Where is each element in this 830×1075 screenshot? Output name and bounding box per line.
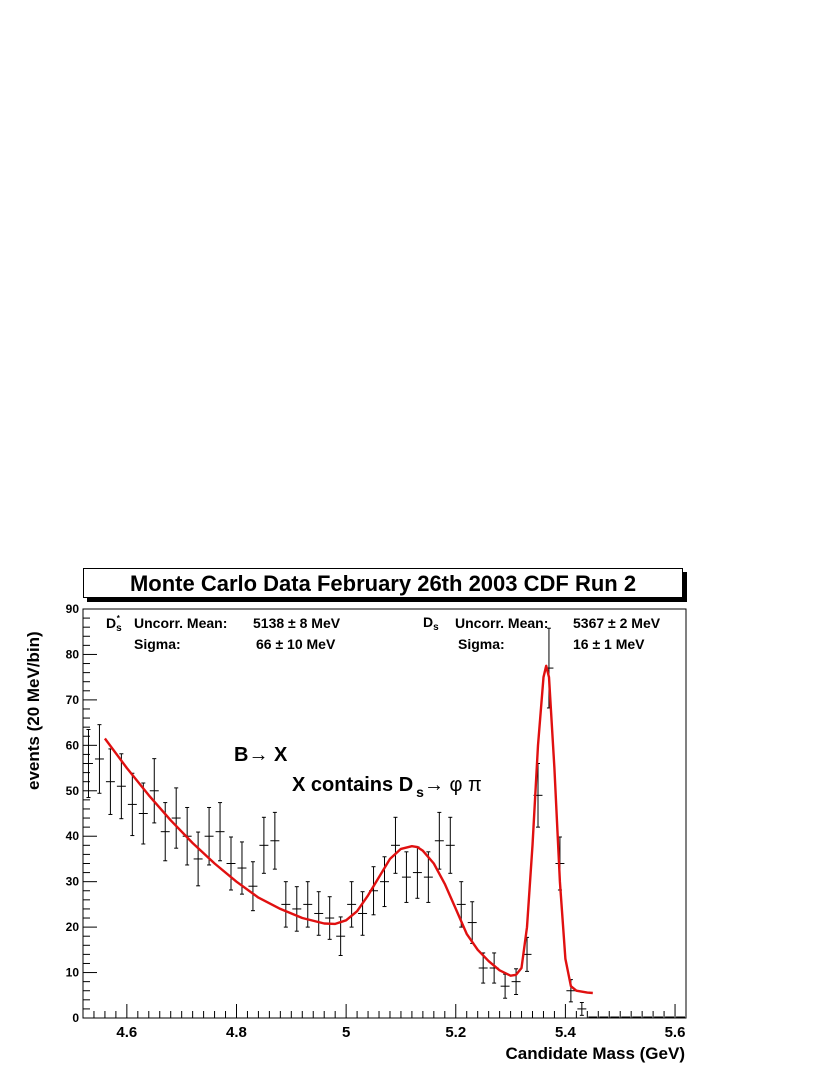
x-tick-label: 4.8 bbox=[226, 1024, 247, 1041]
y-tick-label: 20 bbox=[66, 920, 80, 934]
data-point bbox=[292, 886, 302, 932]
data-point bbox=[259, 816, 269, 874]
data-point bbox=[138, 782, 148, 845]
plot-frame bbox=[82, 608, 687, 1019]
data-point bbox=[270, 811, 280, 870]
data-point bbox=[500, 973, 510, 999]
y-tick-label: 90 bbox=[66, 602, 80, 616]
x-tick-label: 4.6 bbox=[116, 1024, 137, 1041]
data-point bbox=[412, 846, 422, 899]
data-point bbox=[127, 772, 137, 837]
data-point bbox=[325, 896, 335, 940]
data-point bbox=[193, 831, 203, 887]
right-fit-particle: Ds bbox=[423, 614, 439, 633]
x-tick-label: 5.6 bbox=[665, 1024, 686, 1041]
data-point bbox=[347, 881, 357, 928]
y-tick-label: 0 bbox=[72, 1011, 79, 1025]
data-point bbox=[401, 851, 411, 903]
chart-title-box: Monte Carlo Data February 26th 2003 CDF … bbox=[83, 568, 683, 598]
x-tick-label: 5 bbox=[342, 1024, 350, 1041]
data-point bbox=[478, 952, 488, 984]
y-tick-label: 70 bbox=[66, 693, 80, 707]
data-point bbox=[226, 836, 236, 891]
data-point bbox=[105, 748, 115, 815]
left-fit-mean-value: 5138 ± 8 MeV bbox=[253, 615, 341, 631]
data-point bbox=[390, 816, 400, 874]
data-point bbox=[423, 851, 433, 903]
data-point bbox=[314, 891, 324, 936]
y-axis-label: events (20 MeV/bin) bbox=[24, 631, 43, 790]
data-point bbox=[445, 816, 455, 874]
left-fit-mean-label: Uncorr. Mean: bbox=[134, 615, 228, 631]
right-fit-mean-label: Uncorr. Mean: bbox=[455, 615, 549, 631]
right-fit-mean-value: 5367 ± 2 MeV bbox=[573, 615, 661, 631]
y-tick-label: 30 bbox=[66, 875, 80, 889]
y-tick-label: 80 bbox=[66, 647, 80, 661]
data-point bbox=[204, 806, 214, 866]
data-point bbox=[358, 891, 368, 936]
left-fit-sigma-value: 66 ± 10 MeV bbox=[256, 636, 336, 652]
data-point bbox=[149, 758, 159, 824]
x-tick-label: 5.4 bbox=[555, 1024, 577, 1041]
left-fit-particle: Ds* bbox=[106, 614, 122, 634]
data-point bbox=[248, 861, 258, 912]
fit-curve-line bbox=[103, 664, 593, 995]
y-tick-label: 10 bbox=[66, 966, 80, 980]
left-fit-sigma-label: Sigma: bbox=[134, 636, 181, 652]
x-tick-label: 5.2 bbox=[445, 1024, 466, 1041]
decay-annotation-line1: B→ X bbox=[234, 744, 288, 766]
data-point bbox=[84, 729, 93, 799]
data-point bbox=[281, 881, 291, 928]
data-point bbox=[380, 856, 389, 908]
y-tick-label: 60 bbox=[66, 738, 80, 752]
y-tick-label: 50 bbox=[66, 784, 80, 798]
data-point bbox=[116, 753, 126, 820]
x-axis-label: Candidate Mass (GeV) bbox=[505, 1044, 686, 1063]
right-fit-sigma-value: 16 ± 1 MeV bbox=[573, 636, 645, 652]
data-point bbox=[171, 787, 181, 849]
data-point bbox=[434, 811, 444, 870]
data-point bbox=[215, 802, 225, 862]
right-fit-sigma-label: Sigma: bbox=[458, 636, 505, 652]
data-point bbox=[94, 724, 104, 794]
chart-title: Monte Carlo Data February 26th 2003 CDF … bbox=[129, 571, 637, 596]
data-point bbox=[577, 1001, 587, 1016]
y-tick-label: 40 bbox=[66, 829, 80, 843]
